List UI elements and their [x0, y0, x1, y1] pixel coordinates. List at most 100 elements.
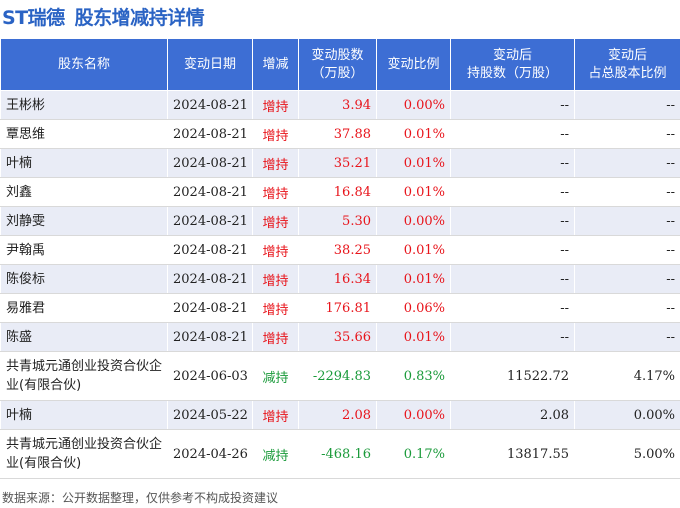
- shares-change-cell: 16.34: [298, 264, 377, 294]
- after-shares-cell: 11522.72: [450, 351, 575, 401]
- direction-cell: 增持: [252, 206, 299, 236]
- shares-change-cell: 5.30: [298, 206, 377, 236]
- date-cell: 2024-08-21: [167, 322, 253, 352]
- date-cell: 2024-08-21: [167, 177, 253, 207]
- ratio-cell: 0.01%: [376, 264, 451, 294]
- ratio-cell: 0.06%: [376, 293, 451, 323]
- direction-cell: 增持: [252, 293, 299, 323]
- shares-change-cell: -2294.83: [298, 351, 377, 401]
- direction-cell: 增持: [252, 148, 299, 178]
- after-shares-cell: --: [450, 235, 575, 265]
- shares-change-cell: -468.16: [298, 429, 377, 479]
- date-cell: 2024-08-21: [167, 148, 253, 178]
- col-after-pct-header: 变动后 占总股本比例: [574, 38, 680, 91]
- table-row: 刘静雯 2024-08-21 增持 5.30 0.00% -- --: [0, 206, 680, 236]
- after-pct-cell: --: [574, 322, 680, 352]
- ratio-cell: 0.83%: [376, 351, 451, 401]
- holder-cell: 尹翰禹: [0, 235, 168, 265]
- ratio-cell: 0.17%: [376, 429, 451, 479]
- shares-change-cell: 35.66: [298, 322, 377, 352]
- date-cell: 2024-05-22: [167, 400, 253, 430]
- col-holder-header: 股东名称: [0, 38, 168, 91]
- table-row: 刘鑫 2024-08-21 增持 16.84 0.01% -- --: [0, 177, 680, 207]
- ratio-cell: 0.00%: [376, 206, 451, 236]
- date-cell: 2024-08-21: [167, 235, 253, 265]
- direction-cell: 增持: [252, 400, 299, 430]
- after-pct-cell: --: [574, 235, 680, 265]
- shares-change-cell: 3.94: [298, 90, 377, 120]
- page-subtitle: 股东增减持详情: [74, 7, 205, 29]
- after-pct-cell: --: [574, 119, 680, 149]
- direction-cell: 增持: [252, 322, 299, 352]
- after-pct-cell: --: [574, 148, 680, 178]
- after-pct-cell: --: [574, 293, 680, 323]
- after-pct-cell: 0.00%: [574, 400, 680, 430]
- date-cell: 2024-08-21: [167, 264, 253, 294]
- date-cell: 2024-08-21: [167, 119, 253, 149]
- ratio-cell: 0.00%: [376, 90, 451, 120]
- direction-cell: 增持: [252, 90, 299, 120]
- holder-cell: 共青城元通创业投资合伙企业(有限合伙): [0, 429, 168, 479]
- data-source-note: 数据来源：公开数据整理，仅供参考不构成投资建议: [2, 491, 279, 505]
- after-shares-cell: --: [450, 293, 575, 323]
- table-row: 覃思维 2024-08-21 增持 37.88 0.01% -- --: [0, 119, 680, 149]
- date-cell: 2024-06-03: [167, 351, 253, 401]
- table-row: 叶楠 2024-05-22 增持 2.08 0.00% 2.08 0.00%: [0, 400, 680, 430]
- ratio-cell: 0.01%: [376, 119, 451, 149]
- date-cell: 2024-04-26: [167, 429, 253, 479]
- table-row: 王彬彬 2024-08-21 增持 3.94 0.00% -- --: [0, 90, 680, 120]
- shares-change-cell: 176.81: [298, 293, 377, 323]
- holder-cell: 刘鑫: [0, 177, 168, 207]
- table-row: 共青城元通创业投资合伙企业(有限合伙) 2024-04-26 减持 -468.16 0.…: [0, 429, 680, 479]
- col-date-header: 变动日期: [167, 38, 253, 91]
- date-cell: 2024-08-21: [167, 90, 253, 120]
- after-pct-cell: --: [574, 206, 680, 236]
- direction-cell: 增持: [252, 235, 299, 265]
- holder-cell: 刘静雯: [0, 206, 168, 236]
- after-pct-cell: 5.00%: [574, 429, 680, 479]
- direction-cell: 减持: [252, 351, 299, 401]
- direction-cell: 减持: [252, 429, 299, 479]
- after-pct-cell: --: [574, 177, 680, 207]
- after-shares-cell: --: [450, 119, 575, 149]
- after-shares-cell: --: [450, 148, 575, 178]
- direction-cell: 增持: [252, 264, 299, 294]
- table-row: 叶楠 2024-08-21 增持 35.21 0.01% -- --: [0, 148, 680, 178]
- table-row: 尹翰禹 2024-08-21 增持 38.25 0.01% -- --: [0, 235, 680, 265]
- holder-cell: 陈俊标: [0, 264, 168, 294]
- after-pct-cell: 4.17%: [574, 351, 680, 401]
- col-ratio-header: 变动比例: [376, 38, 451, 91]
- after-shares-cell: --: [450, 206, 575, 236]
- shares-change-cell: 35.21: [298, 148, 377, 178]
- after-pct-cell: --: [574, 90, 680, 120]
- date-cell: 2024-08-21: [167, 293, 253, 323]
- ratio-cell: 0.01%: [376, 235, 451, 265]
- col-after-shares-header: 变动后 持股数（万股）: [450, 38, 575, 91]
- page-title: ST瑞德 股东增减持详情: [2, 3, 205, 30]
- holder-cell: 王彬彬: [0, 90, 168, 120]
- holder-cell: 覃思维: [0, 119, 168, 149]
- shares-change-cell: 2.08: [298, 400, 377, 430]
- shareholder-change-table: 股东名称 变动日期 增减 变动股数 （万股） 变动比例 变动后 持股数（万股） 变动后 占总股本比…: [0, 38, 680, 479]
- ratio-cell: 0.01%: [376, 177, 451, 207]
- holder-cell: 叶楠: [0, 148, 168, 178]
- table-row: 共青城元通创业投资合伙企业(有限合伙) 2024-06-03 减持 -2294.83 0…: [0, 351, 680, 401]
- date-cell: 2024-08-21: [167, 206, 253, 236]
- col-shares-header: 变动股数 （万股）: [298, 38, 377, 91]
- shares-change-cell: 16.84: [298, 177, 377, 207]
- after-pct-cell: --: [574, 264, 680, 294]
- stock-name: ST瑞德: [2, 7, 65, 29]
- col-direction-header: 增减: [252, 38, 299, 91]
- after-shares-cell: 13817.55: [450, 429, 575, 479]
- table-header-row: 股东名称 变动日期 增减 变动股数 （万股） 变动比例 变动后 持股数（万股） 变动后 占总股本比…: [0, 38, 680, 91]
- holder-cell: 共青城元通创业投资合伙企业(有限合伙): [0, 351, 168, 401]
- after-shares-cell: --: [450, 322, 575, 352]
- shares-change-cell: 37.88: [298, 119, 377, 149]
- holder-cell: 叶楠: [0, 400, 168, 430]
- ratio-cell: 0.00%: [376, 400, 451, 430]
- holder-cell: 易雅君: [0, 293, 168, 323]
- after-shares-cell: --: [450, 177, 575, 207]
- table-row: 陈俊标 2024-08-21 增持 16.34 0.01% -- --: [0, 264, 680, 294]
- ratio-cell: 0.01%: [376, 148, 451, 178]
- table-row: 陈盛 2024-08-21 增持 35.66 0.01% -- --: [0, 322, 680, 352]
